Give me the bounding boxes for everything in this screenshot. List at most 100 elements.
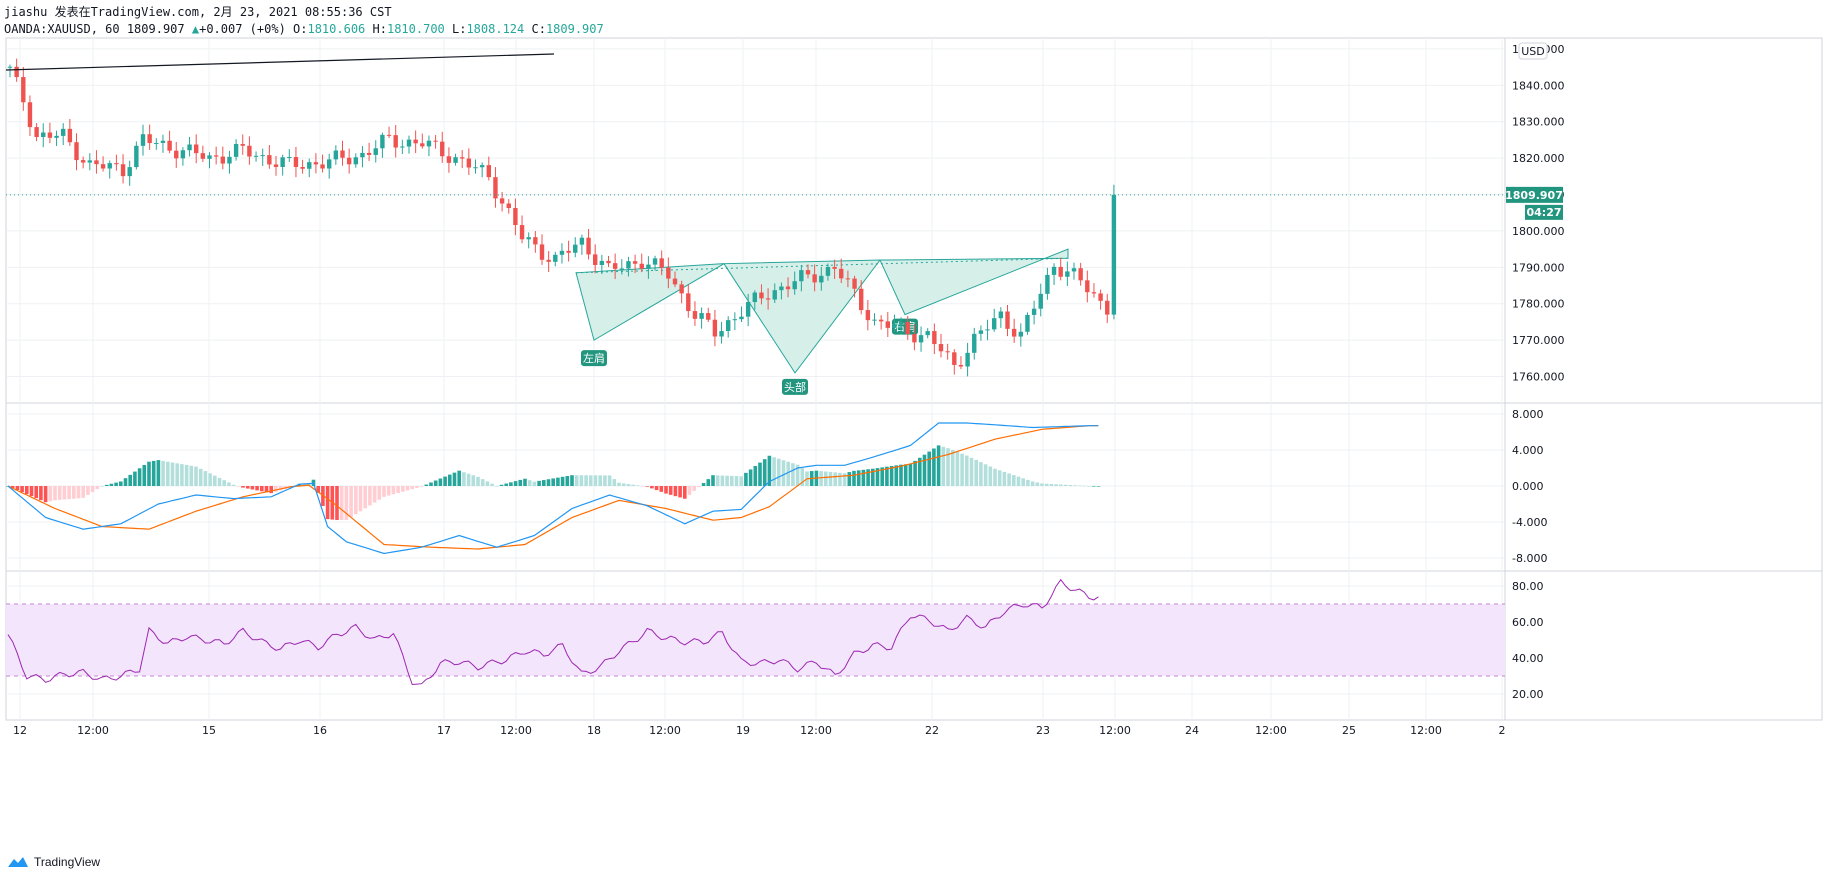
macd-histogram-bar bbox=[946, 448, 950, 486]
candle-body bbox=[1078, 268, 1083, 281]
macd-histogram-bar bbox=[466, 473, 471, 486]
candle-body bbox=[1091, 292, 1097, 294]
candle-body bbox=[167, 140, 172, 151]
candle-body bbox=[958, 364, 964, 367]
macd-histogram-bar bbox=[640, 486, 645, 487]
x-tick-label: 22 bbox=[925, 724, 939, 737]
candle-body bbox=[213, 155, 219, 157]
macd-histogram-bar bbox=[1077, 485, 1082, 487]
macd-histogram-bar bbox=[48, 486, 53, 502]
high-value: 1810.700 bbox=[386, 22, 445, 36]
macd-histogram-bar bbox=[354, 486, 358, 515]
macd-histogram-bar bbox=[683, 486, 687, 499]
macd-histogram-bar bbox=[556, 477, 560, 486]
macd-histogram-bar bbox=[438, 478, 443, 486]
macd-histogram-bar bbox=[908, 463, 913, 486]
macd-histogram-bar bbox=[62, 486, 67, 500]
macd-histogram-bar bbox=[1002, 471, 1007, 486]
macd-histogram-bar bbox=[433, 480, 438, 486]
candle-body bbox=[373, 148, 378, 155]
candle-body bbox=[280, 157, 285, 167]
close-label: C: bbox=[531, 22, 546, 36]
last-value: 1809.907 bbox=[126, 22, 185, 36]
candle-body bbox=[194, 144, 199, 154]
candle-body bbox=[612, 263, 618, 269]
tradingview-logo[interactable]: TradingView bbox=[7, 855, 100, 869]
macd-histogram-bar bbox=[363, 486, 367, 509]
symbol-name[interactable]: OANDA:XAUUSD, 60 bbox=[4, 22, 120, 36]
macd-histogram-bar bbox=[579, 475, 584, 486]
candle-body bbox=[812, 274, 817, 283]
macd-tick-label: -4.000 bbox=[1512, 516, 1547, 529]
currency-badge: USD bbox=[1521, 45, 1545, 58]
macd-histogram-bar bbox=[791, 463, 795, 486]
candle-body bbox=[313, 162, 319, 165]
candle-body bbox=[54, 135, 59, 138]
macd-histogram-bar bbox=[29, 486, 34, 497]
macd-histogram-bar bbox=[67, 486, 71, 500]
macd-histogram-bar bbox=[889, 466, 894, 486]
candle-body bbox=[180, 150, 186, 159]
candle-body bbox=[260, 155, 265, 157]
macd-histogram-bar bbox=[245, 486, 250, 489]
macd-histogram-bar bbox=[636, 485, 640, 486]
macd-histogram-bar bbox=[1091, 486, 1096, 487]
candle-body bbox=[692, 311, 698, 319]
macd-histogram-bar bbox=[325, 486, 330, 520]
macd-histogram-bar bbox=[462, 472, 466, 486]
macd-histogram-bar bbox=[490, 483, 494, 486]
price-tick-label: 1800.000 bbox=[1512, 225, 1565, 238]
candle-body bbox=[440, 141, 445, 157]
x-tick-label: 24 bbox=[1185, 724, 1199, 737]
macd-histogram-bar bbox=[471, 475, 476, 486]
macd-histogram-bar bbox=[715, 475, 720, 486]
macd-histogram-bar bbox=[885, 466, 889, 486]
pattern-label: 右肩 bbox=[894, 320, 916, 334]
chart-frame bbox=[5, 37, 1823, 721]
open-label: O: bbox=[293, 22, 308, 36]
candle-body bbox=[752, 292, 757, 303]
price-tick-label: 1770.000 bbox=[1512, 334, 1565, 347]
price-tick-label: 1760.000 bbox=[1512, 371, 1565, 384]
macd-histogram-bar bbox=[166, 461, 170, 486]
candle-body bbox=[546, 259, 551, 262]
candle-body bbox=[526, 237, 531, 240]
candle-body bbox=[200, 153, 206, 159]
x-tick-label: 12:00 bbox=[77, 724, 109, 737]
macd-histogram-bar bbox=[739, 476, 743, 486]
x-tick-label: 12:00 bbox=[500, 724, 532, 737]
candle-body bbox=[918, 335, 924, 343]
x-tick-label: 12:00 bbox=[649, 724, 681, 737]
x-tick-label: 15 bbox=[202, 724, 216, 737]
macd-histogram-bar bbox=[264, 486, 269, 493]
candle-body bbox=[400, 146, 405, 148]
macd-histogram-bar bbox=[161, 460, 165, 486]
candle-body bbox=[566, 250, 571, 253]
macd-histogram-bar bbox=[993, 468, 997, 486]
macd-histogram-bar bbox=[457, 470, 461, 486]
macd-histogram-bar bbox=[565, 476, 570, 486]
candle-body bbox=[599, 260, 605, 265]
candle-body bbox=[187, 144, 192, 151]
macd-histogram-bar bbox=[76, 486, 81, 499]
candle-body bbox=[446, 156, 452, 163]
candle-body bbox=[839, 268, 844, 279]
candle-body bbox=[127, 167, 132, 177]
macd-histogram-bar bbox=[377, 486, 382, 500]
candle-body bbox=[805, 270, 811, 275]
macd-histogram-bar bbox=[142, 464, 147, 486]
price-tick-label: 1820.000 bbox=[1512, 152, 1565, 165]
macd-histogram-bar bbox=[607, 475, 612, 486]
macd-histogram-bar bbox=[90, 486, 95, 492]
macd-histogram-bar bbox=[382, 486, 386, 497]
trend-line bbox=[5, 53, 555, 71]
candle-body bbox=[327, 159, 332, 169]
macd-histogram-bar bbox=[668, 486, 673, 495]
candle-body bbox=[1058, 266, 1063, 277]
macd-histogram-bar bbox=[1007, 473, 1011, 486]
macd-histogram-bar bbox=[401, 486, 405, 492]
candle-body bbox=[799, 270, 804, 282]
macd-histogram-bar bbox=[758, 462, 762, 486]
macd-histogram-bar bbox=[1035, 482, 1040, 486]
